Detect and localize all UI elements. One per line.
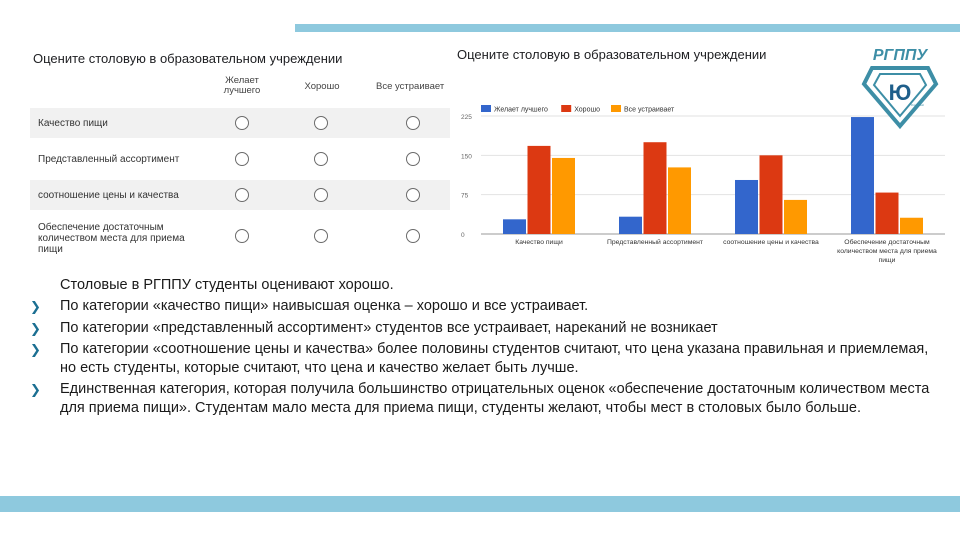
summary-bullet: ❯ По категории «соотношение цены и качес… (30, 340, 930, 377)
survey-row-label: Качество пищи (38, 118, 108, 129)
radio-price-satisfied[interactable] (406, 188, 420, 202)
svg-text:Ю: Ю (889, 80, 912, 105)
svg-text:РГППУ: РГППУ (873, 47, 929, 64)
chart-panel: Оцените столовую в образовательном учреж… (453, 42, 953, 272)
legend-swatch (611, 105, 621, 112)
radio-price-wants-better[interactable] (235, 188, 249, 202)
bullet-text: По категории «соотношение цены и качеств… (60, 341, 929, 376)
radio-quality-satisfied[interactable] (406, 116, 420, 130)
bar (759, 155, 783, 234)
x-tick-label: Обеспечение достаточным (844, 238, 930, 246)
survey-row-seating: Обеспечение достаточным количеством мест… (30, 216, 450, 256)
survey-row-quality: Качество пищи (30, 108, 450, 138)
survey-row-label: Обеспечение достаточным количеством мест… (38, 222, 185, 255)
svg-text:Российский: Российский (911, 104, 924, 107)
survey-row-price: соотношение цены и качества (30, 180, 450, 210)
radio-assortment-wants-better[interactable] (235, 152, 249, 166)
col-head-satisfied: Все устраивает (376, 81, 445, 92)
summary-text: Столовые в РГППУ студенты оценивают хоро… (30, 276, 930, 417)
survey-form: Оцените столовую в образовательном учреж… (30, 42, 450, 257)
bar (527, 145, 551, 234)
x-tick-label: пищи (879, 257, 896, 264)
radio-seating-satisfied[interactable] (406, 229, 420, 243)
bar (643, 142, 667, 234)
chevron-right-icon: ❯ (30, 299, 41, 314)
rgppu-logo: РГППУ Ю Российский (860, 44, 940, 130)
y-tick-label: 75 (461, 193, 469, 200)
summary-intro: Столовые в РГППУ студенты оценивают хоро… (60, 277, 394, 293)
legend-label: Хорошо (574, 107, 600, 114)
x-tick-label: Представленный ассортимент (607, 238, 703, 246)
chart-title: Оцените столовую в образовательном учреж… (457, 47, 767, 62)
survey-row-label: Представленный ассортимент (38, 154, 180, 165)
y-tick-label: 0 (461, 232, 465, 239)
col-head-good: Хорошо (304, 81, 340, 92)
radio-seating-good[interactable] (314, 229, 328, 243)
bar (900, 217, 923, 234)
bar (735, 179, 758, 234)
bullet-text: Единственная категория, которая получила… (60, 381, 930, 416)
y-tick-label: 225 (461, 114, 472, 121)
top-accent-bar (295, 24, 960, 32)
bar (668, 167, 691, 234)
radio-price-good[interactable] (314, 188, 328, 202)
survey-title: Оцените столовую в образовательном учреж… (33, 51, 343, 66)
survey-row-label: соотношение цены и качества (38, 190, 179, 201)
legend-label: Все устраивает (624, 107, 675, 114)
legend-swatch (481, 105, 491, 112)
bar (619, 216, 642, 234)
radio-quality-good[interactable] (314, 116, 328, 130)
bottom-accent-bar (0, 496, 960, 512)
bar (784, 199, 807, 234)
bar-chart: 0 75 150 225 Желает лучшего Хорошо Все устраив… (461, 105, 945, 264)
radio-assortment-satisfied[interactable] (406, 152, 420, 166)
radio-assortment-good[interactable] (314, 152, 328, 166)
bullet-text: По категории «качество пищи» наивысшая о… (60, 298, 589, 314)
x-tick-label: количеством места для приема (837, 248, 937, 255)
radio-seating-wants-better[interactable] (235, 229, 249, 243)
survey-row-assortment: Представленный ассортимент (30, 144, 450, 174)
legend-swatch (561, 105, 572, 112)
x-tick-label: соотношение цены и качества (723, 239, 819, 246)
x-tick-label: Качество пищи (515, 239, 563, 246)
bar (552, 157, 575, 234)
chevron-right-icon: ❯ (30, 342, 41, 357)
col-head-wants-better: Желает лучшего (223, 75, 261, 96)
summary-bullet: ❯ По категории «представленный ассортиме… (30, 319, 930, 338)
bar (875, 192, 899, 234)
chevron-right-icon: ❯ (30, 320, 41, 336)
bar (851, 117, 874, 234)
bar (503, 219, 526, 234)
summary-bullet: ❯ По категории «качество пищи» наивысшая… (30, 297, 930, 316)
summary-bullet: ❯ Единственная категория, которая получи… (30, 380, 930, 417)
y-tick-label: 150 (461, 153, 472, 160)
radio-quality-wants-better[interactable] (235, 116, 249, 130)
chevron-right-icon: ❯ (30, 382, 41, 397)
legend-label: Желает лучшего (494, 107, 548, 114)
bullet-text: По категории «представленный ассортимент… (60, 319, 718, 336)
